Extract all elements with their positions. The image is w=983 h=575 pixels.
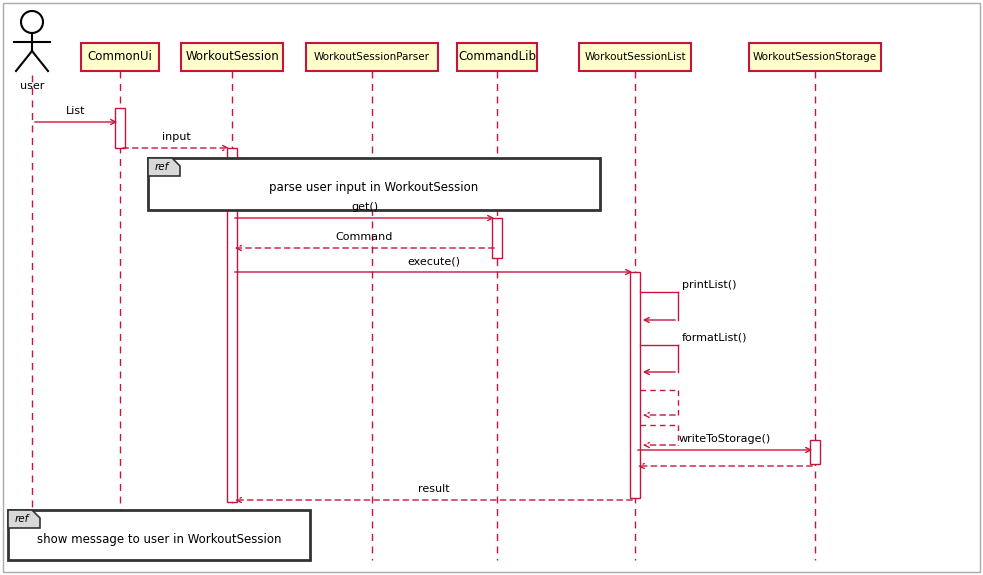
Text: CommonUi: CommonUi bbox=[87, 51, 152, 63]
Bar bbox=[492, 218, 502, 258]
Text: WorkoutSessionParser: WorkoutSessionParser bbox=[314, 52, 430, 62]
Bar bbox=[181, 43, 283, 71]
Text: parse user input in WorkoutSession: parse user input in WorkoutSession bbox=[269, 182, 479, 194]
Polygon shape bbox=[148, 158, 180, 176]
Bar bbox=[749, 43, 881, 71]
Bar bbox=[457, 43, 537, 71]
Text: execute(): execute() bbox=[407, 256, 460, 266]
Text: ref: ref bbox=[155, 162, 169, 172]
Bar bbox=[8, 510, 310, 560]
Text: formatList(): formatList() bbox=[682, 333, 747, 343]
Text: WorkoutSession: WorkoutSession bbox=[185, 51, 279, 63]
Bar bbox=[306, 43, 438, 71]
Bar bbox=[227, 148, 237, 502]
Text: get(): get() bbox=[351, 202, 378, 212]
Bar bbox=[148, 158, 600, 210]
Text: writeToStorage(): writeToStorage() bbox=[679, 434, 771, 444]
Bar bbox=[579, 43, 691, 71]
Text: ref: ref bbox=[15, 514, 29, 524]
Text: Command: Command bbox=[336, 232, 393, 242]
Text: CommandLib: CommandLib bbox=[458, 51, 536, 63]
Text: printList(): printList() bbox=[682, 280, 736, 290]
Bar bbox=[81, 43, 159, 71]
Text: result: result bbox=[418, 484, 449, 494]
Text: WorkoutSessionStorage: WorkoutSessionStorage bbox=[753, 52, 877, 62]
Text: List: List bbox=[66, 106, 86, 116]
Bar bbox=[630, 272, 640, 498]
Bar bbox=[810, 440, 820, 464]
Text: show message to user in WorkoutSession: show message to user in WorkoutSession bbox=[36, 532, 281, 546]
Text: input: input bbox=[161, 132, 191, 142]
Polygon shape bbox=[8, 510, 40, 528]
Text: WorkoutSessionList: WorkoutSessionList bbox=[584, 52, 686, 62]
Text: user: user bbox=[20, 81, 44, 91]
Bar bbox=[115, 108, 125, 148]
